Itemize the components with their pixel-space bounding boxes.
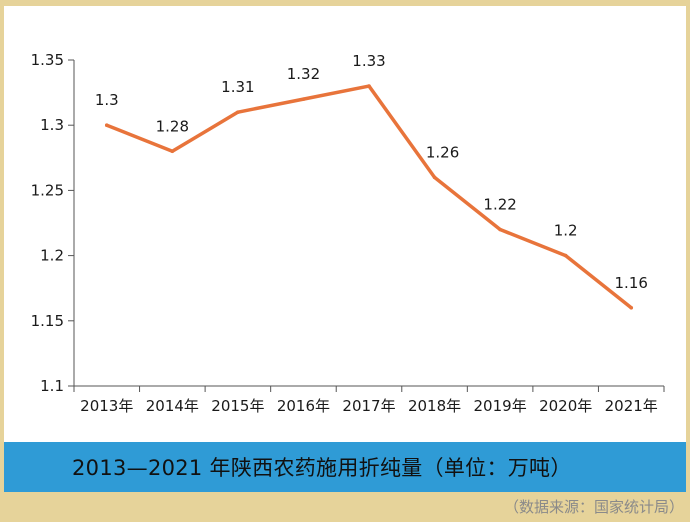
x-tick-label: 2014年 (146, 397, 199, 415)
data-labels: 1.3 1.28 1.31 1.32 1.33 1.26 1.22 1.2 1.16 (95, 52, 648, 292)
y-axis-ticks: 1.1 1.15 1.2 1.25 1.3 1.35 (31, 51, 74, 395)
caption-bar: 2013—2021 年陕西农药施用折纯量（单位：万吨） (4, 442, 686, 492)
data-point (432, 175, 437, 180)
chart-panel: 1.1 1.15 1.2 1.25 1.3 1.35 2013年 2014年 2015年 201… (4, 6, 686, 492)
x-tick-label: 2018年 (408, 397, 461, 415)
data-point (301, 97, 306, 101)
data-label: 1.26 (426, 143, 459, 161)
data-label: 1.16 (615, 274, 648, 292)
data-label: 1.33 (352, 52, 385, 70)
x-tick-label: 2016年 (277, 397, 330, 415)
y-tick-label: 1.15 (31, 312, 64, 330)
chart-title: 2013—2021 年陕西农药施用折纯量（单位：万吨） (72, 456, 572, 480)
data-point (498, 227, 502, 232)
data-label: 1.28 (156, 117, 189, 135)
x-tick-label: 2015年 (211, 397, 264, 415)
data-label: 1.31 (221, 78, 254, 96)
data-label: 1.2 (554, 222, 578, 240)
data-source-note: （数据来源：国家统计局） (503, 498, 684, 516)
chart-axes (73, 60, 664, 387)
data-point (367, 84, 371, 88)
y-tick-label: 1.35 (31, 51, 64, 69)
data-point (236, 110, 240, 114)
x-tick-label: 2017年 (342, 397, 395, 415)
x-tick-label: 2013年 (80, 397, 133, 415)
data-point (629, 305, 634, 310)
x-tick-label: 2020年 (539, 397, 592, 415)
y-tick-label: 1.2 (40, 247, 64, 265)
data-label: 1.3 (95, 91, 119, 109)
x-axis-ticks: 2013年 2014年 2015年 2016年 2017年 2018年 2019年 2020年… (73, 386, 665, 415)
data-label: 1.32 (287, 65, 320, 83)
y-tick-label: 1.1 (40, 377, 64, 395)
data-label: 1.22 (483, 196, 516, 214)
data-point (563, 253, 568, 258)
y-tick-label: 1.3 (40, 116, 64, 134)
data-point (170, 149, 175, 154)
line-chart: 1.11.151.21.251.31.35 2013年 2014年 2015年 201… (31, 51, 665, 415)
series-layer (104, 84, 634, 310)
x-tick-label: 2021年 (605, 397, 658, 415)
x-tick-label: 2019年 (474, 397, 527, 415)
y-tick-label: 1.25 (31, 181, 64, 199)
data-point (104, 123, 109, 127)
